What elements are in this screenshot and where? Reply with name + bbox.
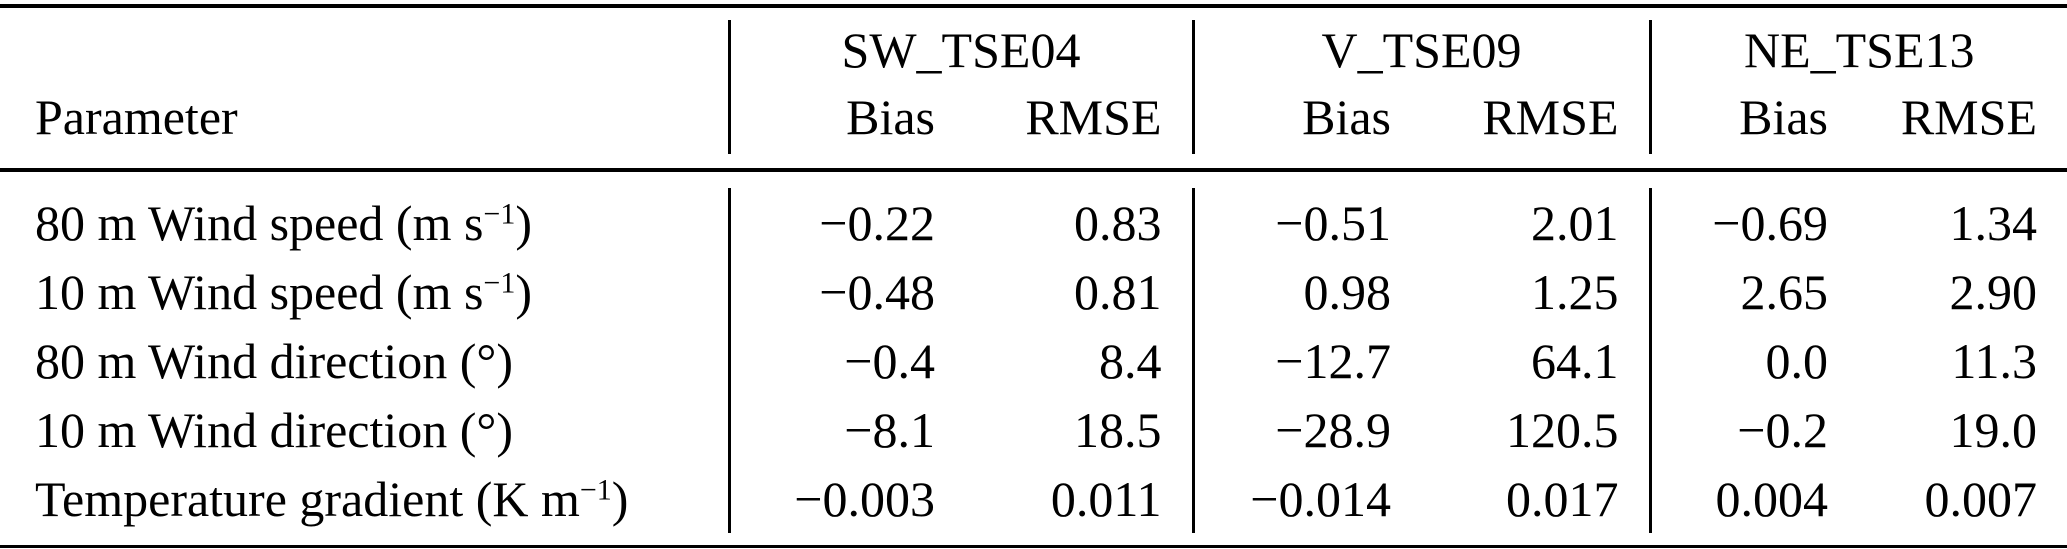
table-row-wind-speed-80m: 80 m Wind speed (m s−1) −0.22 0.83 −0.51… [0, 188, 2067, 257]
bias-header-2: Bias [1191, 80, 1421, 154]
table-row-wind-direction-80m: 80 m Wind direction (°) −0.4 8.4 −12.7 6… [0, 326, 2067, 395]
value-cell: 2.90 [1949, 263, 2038, 320]
value-cell: −0.51 [1191, 188, 1421, 257]
value-cell: −0.014 [1191, 464, 1421, 533]
value-cell: −0.22 [727, 188, 965, 257]
parameter-text-close: ) [515, 194, 532, 251]
value-cell: 2.01 [1531, 194, 1619, 251]
parameter-label: 10 m Wind direction (°) [0, 395, 729, 464]
value-cell: −0.69 [1648, 188, 1858, 257]
value-cell: 11.3 [1951, 332, 2037, 389]
value-cell: −0.48 [727, 257, 965, 326]
parameter-text: Temperature gradient (K m [35, 470, 580, 527]
parameter-label: Temperature gradient (K m−1) [0, 464, 729, 533]
rmse-header-3: RMSE [1900, 89, 2037, 145]
station-header-sw-tse04: SW_TSE04 [727, 20, 1193, 80]
empty-corner-cell [0, 20, 729, 80]
parameter-text-close: ) [611, 470, 629, 527]
value-cell: −28.9 [1191, 395, 1421, 464]
value-cell: −8.1 [727, 395, 965, 464]
parameter-text: 80 m Wind direction (°) [35, 332, 514, 389]
parameter-label: 10 m Wind speed (m s−1) [0, 257, 729, 326]
value-cell: 64.1 [1531, 332, 1619, 389]
bias-header-1: Bias [727, 80, 965, 154]
value-cell: −0.003 [727, 464, 965, 533]
station-header-v-tse09: V_TSE09 [1191, 20, 1650, 80]
parameter-label: 80 m Wind speed (m s−1) [0, 188, 729, 257]
value-cell: 8.4 [1099, 332, 1162, 389]
subheader-row: Parameter Bias RMSE Bias RMSE Bias RMSE [0, 80, 2067, 154]
value-cell: 0.0 [1648, 326, 1858, 395]
mid-rule [0, 168, 2067, 172]
table-row-temperature-gradient: Temperature gradient (K m−1) −0.003 0.01… [0, 464, 2067, 533]
rmse-header-1: RMSE [1025, 89, 1162, 145]
station-header-ne-tse13: NE_TSE13 [1648, 20, 2067, 80]
parameter-header: Parameter [35, 89, 238, 145]
header-top-spacer [0, 6, 2067, 20]
value-cell: 0.011 [1050, 470, 1162, 527]
value-cell: −0.2 [1648, 395, 1858, 464]
body-top-spacer [0, 172, 2067, 188]
value-cell: 0.004 [1648, 464, 1858, 533]
unit-superscript: −1 [483, 266, 516, 299]
value-cell: 1.34 [1949, 194, 2038, 251]
bias-header-3: Bias [1648, 80, 1858, 154]
value-cell: 19.0 [1949, 401, 2038, 458]
table-row-wind-direction-10m: 10 m Wind direction (°) −8.1 18.5 −28.9 … [0, 395, 2067, 464]
value-cell: 1.25 [1531, 263, 1619, 320]
parameter-text: 10 m Wind speed (m s [35, 263, 484, 320]
parameter-text: 80 m Wind speed (m s [35, 194, 484, 251]
value-cell: 0.98 [1191, 257, 1421, 326]
value-cell: 2.65 [1648, 257, 1858, 326]
value-cell: 0.83 [1074, 194, 1162, 251]
value-cell: 0.017 [1506, 470, 1619, 527]
value-cell: 120.5 [1506, 401, 1619, 458]
value-cell: −0.4 [727, 326, 965, 395]
value-cell: −12.7 [1191, 326, 1421, 395]
parameter-text: 10 m Wind direction (°) [35, 401, 514, 458]
results-table: SW_TSE04 V_TSE09 NE_TSE13 Parameter Bias… [0, 4, 2067, 548]
value-cell: 0.81 [1074, 263, 1162, 320]
body-bottom-spacer [0, 533, 2067, 547]
value-cell: 18.5 [1074, 401, 1162, 458]
header-bottom-spacer [0, 154, 2067, 168]
rmse-header-2: RMSE [1482, 89, 1619, 145]
table-row-wind-speed-10m: 10 m Wind speed (m s−1) −0.48 0.81 0.98 … [0, 257, 2067, 326]
station-header-row: SW_TSE04 V_TSE09 NE_TSE13 [0, 20, 2067, 80]
unit-superscript: −1 [579, 473, 612, 506]
unit-superscript: −1 [483, 197, 516, 230]
parameter-label: 80 m Wind direction (°) [0, 326, 729, 395]
parameter-text-close: ) [515, 263, 532, 320]
value-cell: 0.007 [1924, 470, 2038, 527]
